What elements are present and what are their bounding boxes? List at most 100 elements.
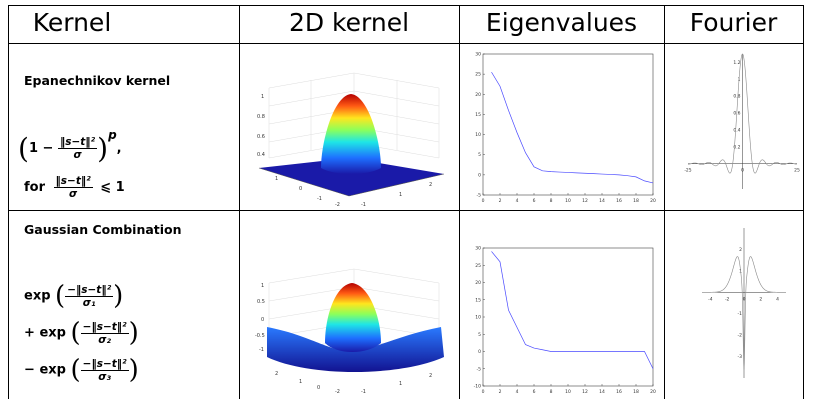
term-numerator: −‖s−t‖² — [80, 357, 129, 371]
term-denominator: σ₂ — [98, 333, 112, 346]
x-tick-label: -4 — [708, 296, 713, 302]
x-tick-label: 2 — [499, 389, 502, 395]
x-tick-label: 0 — [482, 389, 485, 395]
epanechnikov-formula: (1 − ‖s−t‖² σ)p, — [18, 128, 122, 165]
x-tick-label: 10 — [565, 198, 571, 204]
svg-text:0.4: 0.4 — [257, 152, 265, 158]
y-tick-label: -1 — [738, 311, 743, 317]
plot-frame — [482, 247, 654, 387]
gaussian-term-2: + exp (−‖s−t‖² σ₂) — [24, 318, 139, 348]
svg-text:-2: -2 — [335, 202, 340, 208]
x-tick-label: 6 — [533, 389, 536, 395]
x-tick-label: 14 — [599, 389, 605, 395]
surface-plot-epanechnikov: 1 0.8 0.6 0.4 1 0 -1 -2 -1 1 2 — [257, 72, 445, 208]
term-fraction: −‖s−t‖² σ₂ — [80, 321, 129, 346]
fraction-denominator: σ — [73, 149, 82, 161]
y-tick-label: 5 — [478, 152, 481, 158]
svg-text:-1: -1 — [361, 389, 366, 395]
y-tick-label: 30 — [475, 52, 481, 58]
plot-frame — [482, 53, 654, 196]
y-tick-label: 30 — [475, 246, 481, 252]
right-paren: ) — [128, 318, 139, 348]
svg-text:2: 2 — [275, 371, 278, 377]
svg-text:1: 1 — [275, 176, 278, 182]
row-separator — [8, 210, 803, 211]
y-tick-label: 1.2 — [733, 60, 740, 66]
y-tick-label: 0.4 — [733, 127, 740, 133]
svg-text:0: 0 — [261, 317, 264, 323]
formula-fraction: ‖s−t‖² σ — [57, 136, 98, 161]
header-rule — [8, 43, 803, 44]
header-fourier: Fourier — [689, 8, 778, 37]
x-tick-label: 8 — [550, 389, 553, 395]
svg-text:2: 2 — [429, 182, 432, 188]
x-tick-label: 14 — [599, 198, 605, 204]
left-paren: ( — [70, 318, 81, 348]
x-tick-label: 0 — [743, 296, 746, 302]
minus-sign: − — [24, 362, 35, 378]
svg-text:-2: -2 — [335, 389, 340, 395]
eigenvalue-line — [491, 251, 654, 369]
y-tick-label: -3 — [738, 354, 743, 360]
svg-text:-1: -1 — [317, 196, 322, 202]
formula-comma: , — [116, 141, 122, 156]
condition-numerator: ‖s−t‖² — [53, 175, 93, 188]
plus-sign: + — [24, 325, 35, 341]
svg-text:0.5: 0.5 — [257, 299, 265, 305]
right-paren: ) — [128, 355, 139, 385]
x-tick-label: 0 — [482, 198, 485, 204]
y-tick-label: 5 — [478, 332, 481, 338]
x-tick-label: 25 — [794, 168, 800, 174]
condition-for: for — [24, 180, 45, 195]
header-kernel: Kernel — [32, 8, 112, 37]
y-tick-label: -5 — [477, 193, 482, 199]
svg-text:0: 0 — [317, 385, 320, 391]
y-tick-label: 25 — [475, 263, 481, 269]
x-tick-label: 0 — [741, 168, 744, 174]
x-tick-label: 4 — [516, 198, 519, 204]
x-tick-label: -25 — [684, 168, 691, 174]
svg-text:1: 1 — [261, 94, 264, 100]
y-tick-label: -10 — [474, 384, 481, 390]
y-tick-label: 0 — [478, 349, 481, 355]
gaussian-term-3: − exp (−‖s−t‖² σ₃) — [24, 355, 139, 385]
exp-label: exp — [39, 362, 66, 378]
fraction-numerator: ‖s−t‖² — [57, 136, 98, 149]
y-tick-label: 15 — [475, 112, 481, 118]
fourier-curve — [701, 256, 787, 370]
y-tick-label: 10 — [475, 315, 481, 321]
x-tick-label: 2 — [499, 198, 502, 204]
kernel-name-gaussian-combination: Gaussian Combination — [24, 222, 182, 237]
y-tick-label: 15 — [475, 297, 481, 303]
x-tick-label: 20 — [650, 389, 656, 395]
svg-text:-0.5: -0.5 — [255, 333, 265, 339]
x-tick-label: 12 — [582, 198, 588, 204]
left-paren: ( — [18, 132, 29, 165]
term-numerator: −‖s−t‖² — [65, 283, 114, 297]
x-tick-label: 4 — [776, 296, 779, 302]
x-tick-label: 16 — [616, 198, 622, 204]
header-2d-kernel: 2D kernel — [288, 8, 410, 37]
kernel-name-epanechnikov: Epanechnikov kernel — [24, 73, 171, 88]
svg-text:1: 1 — [261, 283, 264, 289]
svg-text:0.6: 0.6 — [257, 134, 265, 140]
x-tick-label: 8 — [550, 198, 553, 204]
eigenvalue-chart-gaussian-combination: 0 2 4 6 8 10 12 14 16 18 20 -10 -5 0 5 10 15 20 25 30 — [474, 246, 656, 396]
y-tick-label: 2 — [739, 247, 742, 253]
exp-label: exp — [24, 288, 51, 304]
term-denominator: σ₃ — [98, 370, 112, 383]
epanechnikov-condition: for ‖s−t‖² σ ⩽ 1 — [24, 175, 125, 200]
x-tick-label: 16 — [616, 389, 622, 395]
svg-text:1: 1 — [299, 379, 302, 385]
x-tick-label: 10 — [565, 389, 571, 395]
eigenvalue-line — [491, 71, 654, 184]
col-sep-2 — [239, 5, 240, 399]
x-tick-label: 18 — [633, 389, 639, 395]
col-sep-4 — [664, 5, 665, 399]
gaussian-term-1: exp (−‖s−t‖² σ₁) — [24, 281, 123, 311]
term-fraction: −‖s−t‖² σ₁ — [65, 283, 114, 309]
surface-plot-gaussian-combination: 1 0.5 0 -0.5 -1 2 1 0 -2 -1 1 2 — [255, 268, 444, 395]
y-tick-label: -2 — [738, 333, 743, 339]
term-fraction: −‖s−t‖² σ₃ — [80, 357, 129, 383]
